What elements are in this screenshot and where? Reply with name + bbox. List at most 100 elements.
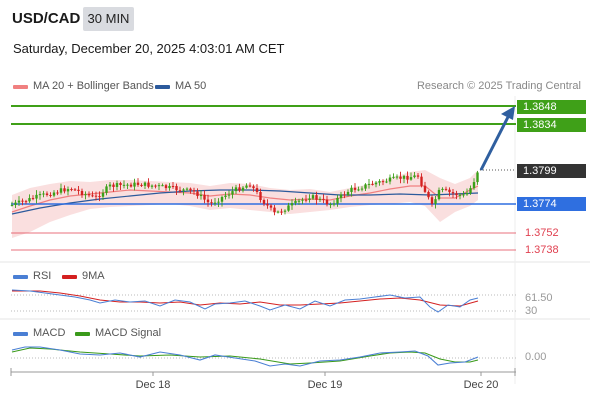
ma50-legend-label: MA 50	[175, 80, 207, 92]
x-label-dec19: Dec 19	[308, 379, 343, 391]
candle-body	[101, 192, 105, 197]
candle-body	[304, 199, 308, 201]
candle-body	[416, 175, 420, 177]
candle-body	[91, 195, 94, 197]
candle-body	[409, 177, 413, 180]
candle-body	[175, 186, 178, 191]
candle-body	[462, 194, 465, 196]
candle-body	[385, 181, 388, 183]
candle-body	[360, 188, 364, 190]
current-price-label: 1.3799	[517, 164, 586, 178]
candle-body	[126, 184, 129, 186]
candle-body	[388, 177, 392, 182]
candle-body	[427, 191, 430, 198]
candle-body	[357, 189, 360, 191]
candle-body	[378, 181, 381, 183]
candle-body	[164, 185, 168, 189]
research-credit: Research © 2025 Trading Central	[416, 80, 581, 92]
candle-body	[297, 200, 301, 202]
timestamp: Saturday, December 20, 2025 4:03:01 AM C…	[13, 41, 285, 56]
candle-body	[406, 175, 409, 180]
resistance-1-label: 1.3834	[517, 118, 586, 132]
candle-body	[189, 188, 192, 191]
candle-body	[315, 195, 318, 200]
candle-body	[21, 200, 24, 202]
candle-body	[84, 194, 87, 196]
candle-body	[434, 199, 437, 204]
candle-body	[469, 188, 472, 193]
candle-body	[140, 184, 143, 186]
candle-body	[14, 202, 17, 205]
candle-body	[196, 191, 199, 197]
candle-body	[339, 194, 343, 198]
candle-body	[17, 200, 21, 203]
candle-body	[255, 188, 259, 192]
candle-body	[472, 182, 476, 189]
candle-body	[161, 185, 164, 187]
candle-body	[63, 188, 66, 192]
candle-body	[346, 191, 350, 196]
macd-legend-label: MACD	[33, 327, 66, 339]
candle-body	[112, 184, 115, 187]
macd-signal-swatch	[75, 332, 90, 336]
candle-body	[245, 185, 248, 188]
candle-body	[70, 189, 73, 191]
candle-body	[133, 182, 136, 187]
candle-body	[259, 191, 262, 201]
projection-arrow-head	[501, 106, 515, 120]
candle-body	[395, 176, 399, 178]
timeframe-button[interactable]: 30 MIN	[83, 7, 134, 31]
rsi-value-label: 61.50	[525, 292, 553, 304]
candle-body	[129, 184, 133, 187]
candle-body	[318, 198, 322, 200]
candle-body	[353, 187, 357, 190]
candle-body	[364, 184, 367, 189]
macd-swatch	[13, 332, 28, 336]
candle-body	[458, 194, 462, 196]
x-label-dec20: Dec 20	[464, 379, 499, 391]
candle-body	[336, 197, 339, 204]
candle-body	[122, 184, 126, 186]
candle-body	[413, 175, 416, 178]
macd-signal-legend-label: MACD Signal	[95, 327, 162, 339]
rsi-legend-label: RSI	[33, 270, 52, 282]
candle-body	[322, 198, 325, 200]
candle-body	[105, 186, 108, 193]
macd-value-label: 0.00	[525, 351, 547, 363]
candle-body	[367, 183, 371, 185]
rsi-ma-swatch	[62, 275, 77, 279]
candle-body	[59, 188, 63, 193]
candle-body	[31, 198, 35, 200]
candle-body	[108, 184, 112, 187]
candle-body	[154, 185, 157, 187]
currency-pair-title: USD/CAD	[12, 10, 81, 27]
ma50-swatch	[155, 85, 170, 89]
x-label-dec18: Dec 18	[136, 379, 171, 391]
candle-body	[451, 192, 455, 194]
candle-body	[269, 205, 273, 208]
candle-body	[28, 198, 31, 202]
candle-body	[73, 189, 77, 191]
candle-body	[231, 191, 234, 195]
candle-body	[115, 183, 119, 187]
candle-body	[87, 194, 91, 196]
candle-body	[35, 194, 38, 199]
candle-body	[241, 187, 245, 191]
candle-body	[182, 189, 185, 191]
candle-body	[52, 192, 56, 196]
candle-body	[455, 193, 458, 196]
resistance-2-label: 1.3848	[517, 100, 586, 114]
candle-body	[266, 203, 269, 206]
candle-body	[325, 199, 329, 205]
candle-body	[329, 204, 332, 206]
candle-body	[49, 194, 52, 196]
ma20-legend-label: MA 20 + Bollinger Bands	[33, 80, 154, 92]
candle-body	[283, 210, 287, 212]
candle-body	[392, 176, 395, 178]
candle-body	[94, 195, 98, 197]
candle-body	[402, 175, 406, 179]
macd-line	[11, 346, 479, 367]
candle-body	[276, 211, 280, 213]
candle-body	[374, 182, 378, 185]
candle-body	[476, 172, 479, 183]
